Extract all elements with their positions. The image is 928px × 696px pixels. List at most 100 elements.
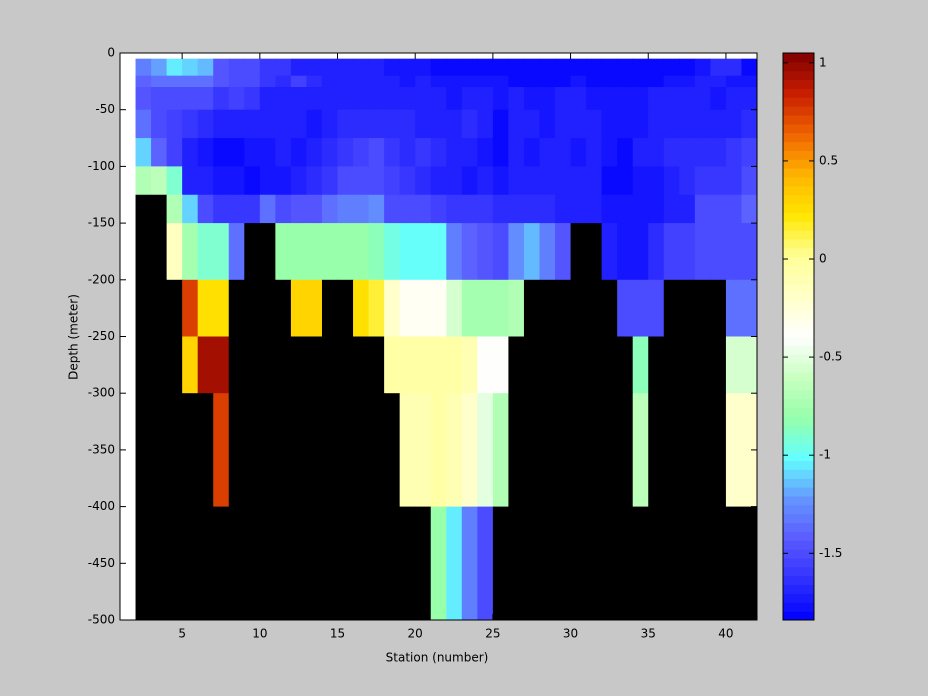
cell: [430, 58, 447, 77]
cell: [430, 393, 447, 508]
cell: [741, 58, 758, 77]
cell: [663, 87, 680, 111]
cell: [694, 109, 711, 139]
cell: [182, 87, 199, 111]
cell: [648, 75, 665, 88]
cell: [461, 58, 478, 77]
colorbar-step: [783, 354, 814, 364]
colorbar-step: [783, 593, 814, 603]
cell: [446, 109, 463, 139]
cell: [570, 194, 587, 224]
cell: [632, 87, 649, 111]
cell: [415, 75, 432, 88]
cell: [182, 223, 199, 281]
cell: [399, 166, 416, 196]
cell: [648, 279, 665, 337]
cell: [399, 393, 416, 508]
cell: [197, 336, 214, 394]
cell: [213, 75, 230, 88]
masked-cell: [539, 279, 556, 337]
cell: [430, 336, 447, 394]
masked-cell: [570, 279, 587, 337]
colorbar-step: [783, 575, 814, 586]
cell: [555, 87, 572, 111]
colorbar-step: [783, 61, 814, 72]
cell: [523, 58, 540, 77]
x-axis-label: Station (number): [386, 651, 489, 665]
cell: [679, 194, 696, 224]
cell: [213, 109, 230, 139]
colorbar-step: [783, 460, 814, 470]
cell: [321, 58, 339, 77]
cell: [523, 166, 540, 196]
cell: [601, 58, 618, 77]
colorbar-step: [783, 168, 814, 178]
cell: [166, 58, 183, 77]
cell: [399, 58, 416, 77]
masked-cell: [353, 336, 370, 394]
cell: [446, 75, 463, 88]
cell: [244, 194, 261, 224]
cell: [384, 223, 401, 281]
colorbar-step: [783, 70, 814, 81]
masked-cell: [151, 336, 168, 394]
cell: [725, 166, 742, 196]
cell: [306, 138, 323, 167]
masked-cell: [353, 506, 370, 621]
cell: [461, 166, 478, 196]
cell: [508, 109, 525, 139]
cell: [275, 75, 292, 88]
masked-cell: [321, 393, 339, 508]
cell: [741, 109, 758, 139]
masked-cell: [275, 393, 292, 508]
masked-cell: [570, 506, 587, 621]
colorbar-step: [783, 132, 814, 143]
cell: [694, 58, 711, 77]
cell: [228, 109, 245, 139]
cell: [135, 109, 152, 139]
cell: [244, 109, 261, 139]
cell: [710, 58, 727, 77]
cell: [228, 75, 245, 88]
colorbar-tick-label: 0.5: [819, 153, 838, 167]
masked-cell: [679, 393, 696, 508]
cell: [415, 58, 432, 77]
cell: [508, 166, 525, 196]
cell: [151, 58, 168, 77]
cell: [725, 393, 742, 508]
colorbar-step: [783, 478, 814, 488]
cell: [213, 58, 230, 77]
masked-cell: [244, 393, 261, 508]
cell: [182, 279, 199, 337]
y-tick-label: -50: [95, 102, 115, 116]
masked-cell: [725, 506, 742, 621]
masked-cell: [710, 279, 727, 337]
cell: [384, 279, 401, 337]
masked-cell: [228, 336, 245, 394]
masked-cell: [135, 393, 152, 508]
y-tick-label: 0: [107, 46, 115, 60]
colorbar-step: [783, 336, 814, 346]
cell: [632, 58, 649, 77]
cell: [228, 194, 245, 224]
masked-cell: [679, 279, 696, 337]
masked-cell: [337, 279, 354, 337]
masked-cell: [586, 279, 603, 337]
masked-cell: [648, 506, 665, 621]
cell: [290, 223, 307, 281]
cell: [694, 223, 711, 281]
x-tick-label: 30: [563, 627, 578, 641]
cell: [399, 194, 416, 224]
cell: [555, 58, 572, 77]
cell: [570, 58, 587, 77]
masked-cell: [539, 506, 556, 621]
cell: [663, 223, 680, 281]
cell: [415, 166, 432, 196]
cell: [384, 75, 401, 88]
cell: [337, 194, 354, 224]
masked-cell: [135, 223, 152, 281]
cell: [368, 166, 385, 196]
masked-cell: [523, 279, 540, 337]
colorbar-step: [783, 407, 814, 417]
masked-cell: [321, 506, 339, 621]
